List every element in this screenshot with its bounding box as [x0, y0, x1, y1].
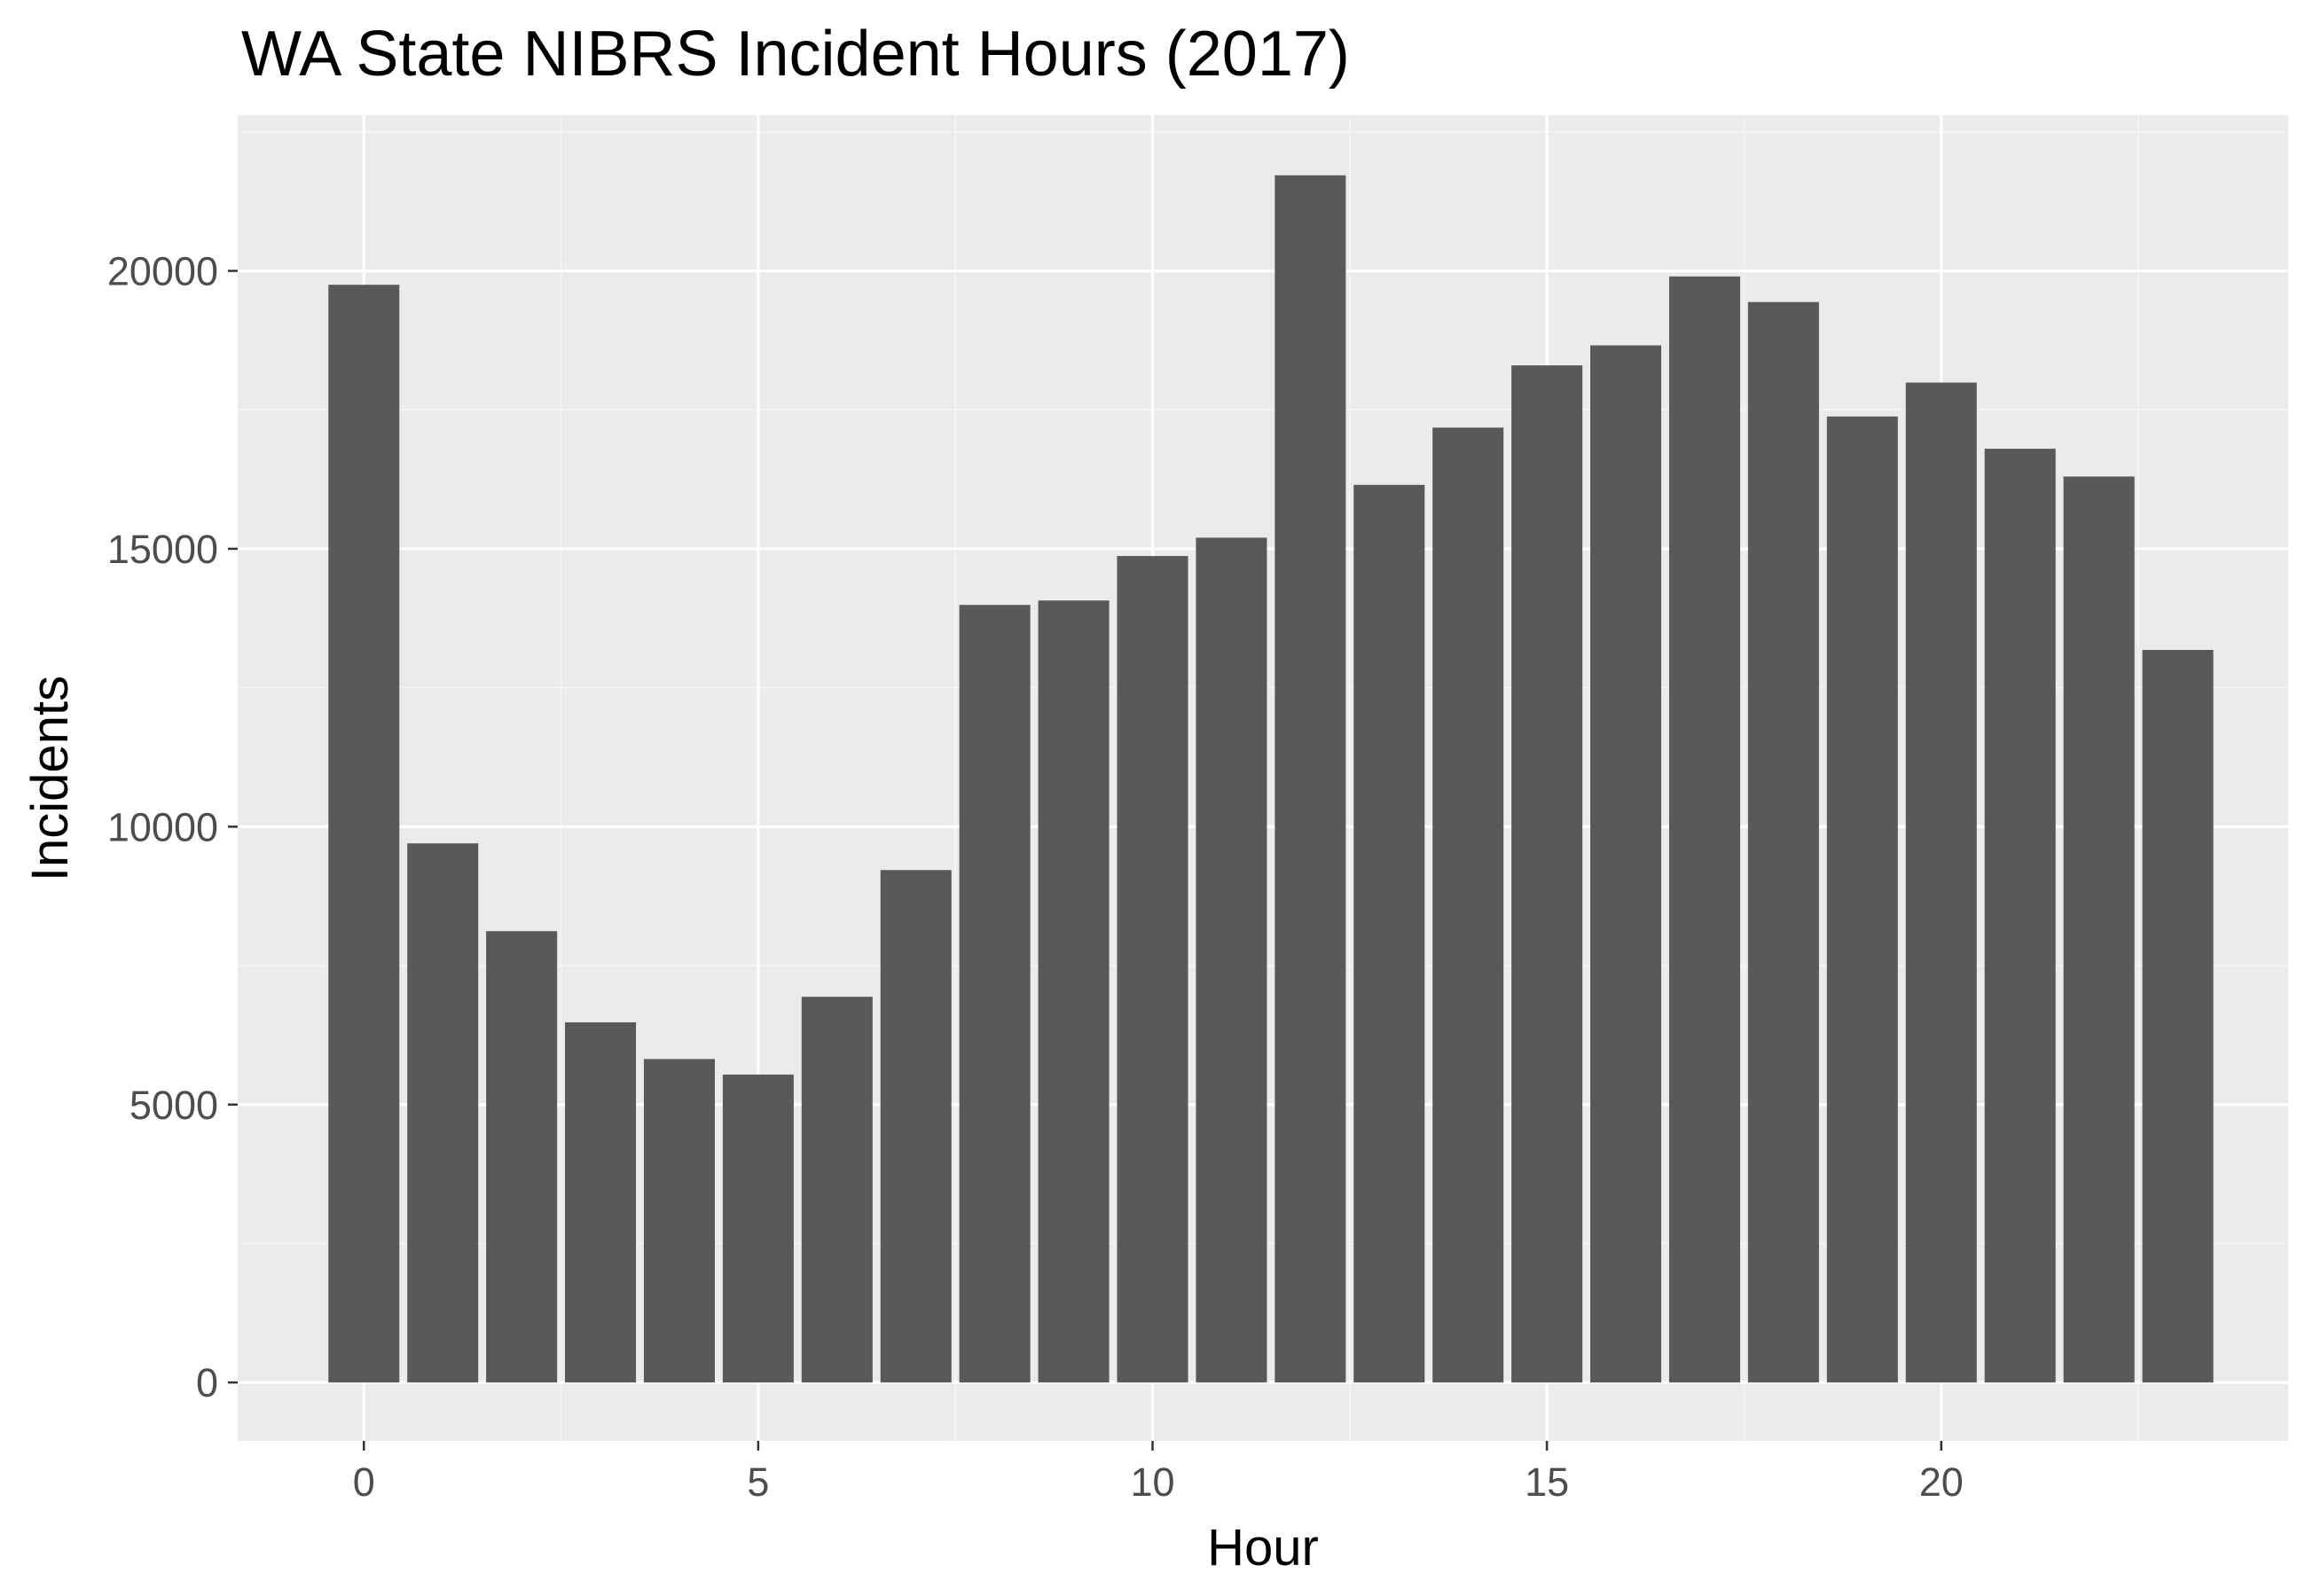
bar-hour-16 [1590, 345, 1662, 1383]
x-axis-title: Hour [1207, 1519, 1319, 1576]
bar-hour-23 [2142, 650, 2214, 1383]
x-tick-labels: 0 5 10 15 20 [353, 1459, 1964, 1505]
x-tick-label: 10 [1130, 1459, 1174, 1505]
y-tick-label: 10000 [107, 804, 218, 849]
bar-hour-17 [1668, 276, 1740, 1383]
chart-title: WA State NIBRS Incident Hours (2017) [241, 19, 1350, 90]
y-tick-label: 20000 [107, 249, 218, 294]
bar-hour-12 [1275, 175, 1346, 1383]
bar-hour-7 [880, 870, 952, 1383]
axis-ticks [228, 270, 1942, 1451]
bars-group [328, 175, 2214, 1383]
y-tick-labels: 0 5000 10000 15000 20000 [107, 249, 218, 1406]
bar-hour-4 [643, 1059, 715, 1383]
bar-hour-21 [1984, 449, 2056, 1383]
bar-hour-10 [1117, 556, 1188, 1383]
bar-hour-5 [722, 1074, 794, 1383]
x-tick-label: 15 [1525, 1459, 1569, 1505]
bar-hour-22 [2063, 476, 2135, 1383]
bar-hour-13 [1353, 484, 1425, 1383]
y-axis-title: Incidents [21, 676, 79, 881]
x-tick-label: 5 [747, 1459, 769, 1505]
bar-hour-11 [1196, 537, 1267, 1383]
bar-hour-9 [1038, 600, 1110, 1383]
bar-hour-6 [801, 997, 873, 1383]
x-tick-label: 0 [353, 1459, 375, 1505]
bar-hour-1 [407, 843, 479, 1383]
y-tick-label: 15000 [107, 527, 218, 572]
bar-hour-19 [1826, 416, 1898, 1383]
x-tick-label: 20 [1919, 1459, 1964, 1505]
bar-hour-8 [959, 605, 1031, 1383]
bar-hour-14 [1432, 427, 1504, 1383]
bar-hour-0 [328, 285, 400, 1383]
bar-hour-20 [1905, 382, 1977, 1383]
y-tick-label: 0 [196, 1360, 218, 1405]
bar-hour-18 [1747, 301, 1819, 1383]
bar-hour-15 [1511, 365, 1583, 1383]
bar-hour-2 [486, 931, 558, 1383]
y-tick-label: 5000 [129, 1083, 218, 1128]
bar-hour-3 [565, 1021, 637, 1383]
